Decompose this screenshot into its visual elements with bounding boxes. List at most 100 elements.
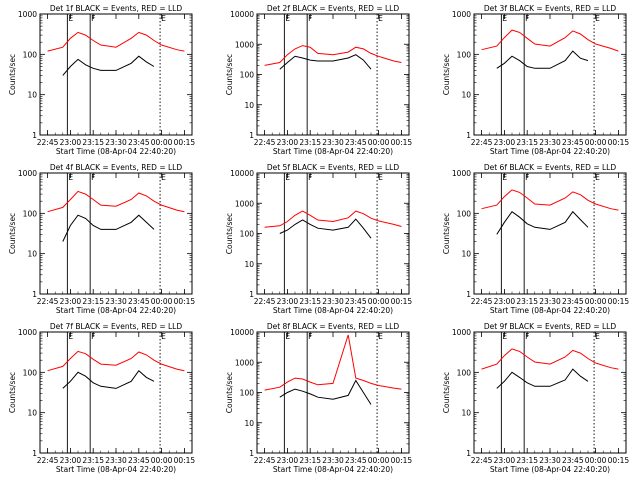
x-tick-label: 23:00 <box>277 138 299 147</box>
y-tick-label: 1 <box>466 131 471 140</box>
y-tick-label: 1000 <box>235 40 254 49</box>
x-tick-label: 22:45 <box>254 456 276 465</box>
panel-title: Det 1f BLACK = Events, RED = LLD <box>50 4 183 13</box>
y-tick-label: 1 <box>32 449 37 458</box>
plot-frame <box>39 172 193 295</box>
plot-frame <box>473 13 627 136</box>
events-series-line <box>62 214 155 242</box>
y-axis-label: Counts/sec <box>225 54 234 95</box>
x-tick-label: 23:45 <box>345 456 367 465</box>
events-series-line <box>62 369 155 389</box>
y-tick-label: 10 <box>461 250 471 259</box>
detector-panel-1: Det 1f BLACK = Events, RED = LLD 1 10 100 10… <box>8 4 195 156</box>
x-tick-label: 23:45 <box>562 138 584 147</box>
detector-panel-3: Det 3f BLACK = Events, RED = LLD 1 10 100 10… <box>442 4 629 156</box>
time-marker-label: F <box>91 332 95 341</box>
x-tick-label: 22:45 <box>254 138 276 147</box>
time-marker-label: F <box>525 173 529 182</box>
y-axis-label: Counts/sec <box>442 54 451 95</box>
events-series-line <box>496 210 589 235</box>
time-marker-label: E <box>378 332 383 341</box>
time-marker-label: E <box>502 332 507 341</box>
x-tick-label: 23:45 <box>345 297 367 306</box>
x-tick-label: 23:15 <box>516 297 538 306</box>
lld-series-line <box>481 29 619 52</box>
x-tick-label: 23:00 <box>277 456 299 465</box>
time-marker-label: E <box>595 332 600 341</box>
events-series-line <box>279 54 372 70</box>
x-tick-label: 23:45 <box>345 138 367 147</box>
x-axis-label: Start Time (08-Apr-04 22:40:20) <box>56 465 176 474</box>
time-marker-label: E <box>502 173 507 182</box>
y-tick-label: 1 <box>466 449 471 458</box>
y-axis-label: Counts/sec <box>8 372 17 413</box>
x-tick-label: 00:15 <box>391 297 413 306</box>
x-tick-label: 00:00 <box>151 138 173 147</box>
y-tick-label: 1000 <box>18 10 37 19</box>
x-tick-label: 22:45 <box>471 456 493 465</box>
y-tick-label: 1000 <box>18 328 37 337</box>
lld-series-line <box>264 334 402 391</box>
events-series-line <box>279 379 372 405</box>
events-series-line <box>62 55 155 76</box>
plot-frame <box>256 13 410 136</box>
detector-panel-4: Det 4f BLACK = Events, RED = LLD 1 10 100 10… <box>8 163 195 315</box>
x-axis-label: Start Time (08-Apr-04 22:40:20) <box>56 147 176 156</box>
x-axis-label: Start Time (08-Apr-04 22:40:20) <box>273 465 393 474</box>
plot-frame <box>39 331 193 454</box>
time-marker-label: E <box>68 332 73 341</box>
x-tick-label: 00:00 <box>585 456 607 465</box>
events-series-line <box>496 50 589 69</box>
x-tick-label: 00:15 <box>608 138 630 147</box>
y-tick-label: 100 <box>457 368 472 377</box>
y-tick-label: 1000 <box>452 10 471 19</box>
x-tick-label: 00:00 <box>368 138 390 147</box>
panel-title: Det 5f BLACK = Events, RED = LLD <box>267 163 400 172</box>
x-tick-label: 00:15 <box>391 138 413 147</box>
y-tick-label: 1000 <box>18 169 37 178</box>
time-marker-label: F <box>308 14 312 23</box>
time-marker-label: F <box>308 173 312 182</box>
x-tick-label: 23:15 <box>299 138 321 147</box>
y-tick-label: 10000 <box>230 328 254 337</box>
y-tick-label: 100 <box>23 50 38 59</box>
x-axis-label: Start Time (08-Apr-04 22:40:20) <box>490 465 610 474</box>
lld-series-line <box>481 189 619 211</box>
y-tick-label: 1 <box>249 131 254 140</box>
x-tick-label: 23:30 <box>539 456 561 465</box>
time-marker-label: E <box>161 14 166 23</box>
x-tick-label: 23:15 <box>299 297 321 306</box>
x-tick-label: 23:30 <box>105 456 127 465</box>
y-tick-label: 10 <box>244 419 254 428</box>
y-tick-label: 10 <box>27 91 37 100</box>
x-tick-label: 23:00 <box>60 456 82 465</box>
y-tick-label: 10 <box>461 409 471 418</box>
x-tick-label: 23:30 <box>322 297 344 306</box>
x-axis-label: Start Time (08-Apr-04 22:40:20) <box>273 306 393 315</box>
x-tick-label: 23:15 <box>516 138 538 147</box>
x-tick-label: 23:30 <box>322 456 344 465</box>
x-tick-label: 23:15 <box>516 456 538 465</box>
x-axis-label: Start Time (08-Apr-04 22:40:20) <box>490 306 610 315</box>
x-tick-label: 23:00 <box>494 138 516 147</box>
time-marker-label: F <box>91 14 95 23</box>
y-tick-label: 100 <box>240 71 255 80</box>
y-tick-label: 100 <box>457 209 472 218</box>
x-tick-label: 00:00 <box>585 138 607 147</box>
detector-panel-6: Det 6f BLACK = Events, RED = LLD 1 10 100 10… <box>442 163 629 315</box>
y-tick-label: 100 <box>457 50 472 59</box>
x-tick-label: 23:00 <box>60 297 82 306</box>
time-marker-label: E <box>502 14 507 23</box>
panel-title: Det 9f BLACK = Events, RED = LLD <box>484 322 617 331</box>
x-tick-label: 00:15 <box>174 297 196 306</box>
x-tick-label: 23:45 <box>128 138 150 147</box>
panel-title: Det 2f BLACK = Events, RED = LLD <box>267 4 400 13</box>
x-tick-label: 23:30 <box>105 138 127 147</box>
panel-title: Det 3f BLACK = Events, RED = LLD <box>484 4 617 13</box>
plot-frame <box>256 331 410 454</box>
plot-frame <box>473 331 627 454</box>
x-tick-label: 00:00 <box>368 456 390 465</box>
time-marker-label: E <box>161 173 166 182</box>
y-tick-label: 100 <box>240 230 255 239</box>
y-tick-label: 10 <box>244 260 254 269</box>
